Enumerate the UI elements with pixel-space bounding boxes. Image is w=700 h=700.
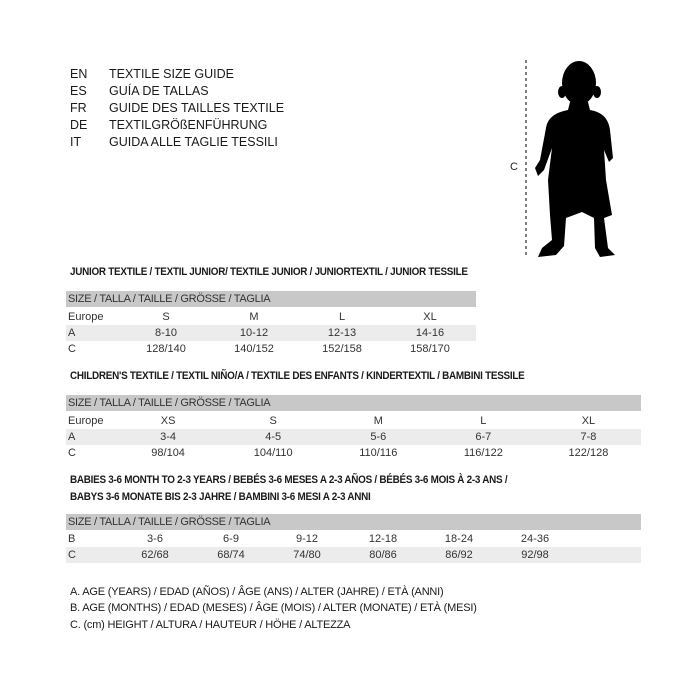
table-row: Europe XS S M L XL bbox=[66, 413, 641, 429]
lang-code: FR bbox=[70, 101, 87, 115]
babies-title-line1: BABIES 3-6 MONTH TO 2-3 YEARS / BEBÉS 3-… bbox=[70, 474, 508, 486]
table-cell: 7-8 bbox=[580, 431, 597, 443]
table-cell: XL bbox=[581, 415, 596, 427]
child-figure: C bbox=[500, 50, 620, 265]
children-title: CHILDREN'S TEXTILE / TEXTIL NIÑO/A / TEX… bbox=[70, 370, 525, 382]
table-cell: 116/122 bbox=[463, 447, 503, 459]
row-label: A bbox=[68, 327, 76, 339]
lang-row-it: IT GUIDA ALLE TAGLIE TESSILI bbox=[70, 135, 278, 149]
lang-text: TEXTILGRÖßENFÜHRUNG bbox=[109, 118, 268, 132]
table-cell: 3-6 bbox=[147, 533, 163, 545]
table-cell: 104/110 bbox=[253, 447, 293, 459]
table-cell: 12-13 bbox=[327, 327, 357, 339]
table-cell: 5-6 bbox=[370, 431, 387, 443]
table-cell: 3-4 bbox=[160, 431, 177, 443]
table-cell: 6-9 bbox=[223, 533, 239, 545]
row-label: C bbox=[68, 549, 76, 561]
row-label: C bbox=[68, 343, 76, 355]
legend-b: B. AGE (MONTHS) / EDAD (MESES) / ÂGE (MO… bbox=[70, 602, 477, 614]
lang-code: DE bbox=[70, 118, 88, 132]
lang-row-de: DE TEXTILGRÖßENFÜHRUNG bbox=[70, 118, 267, 132]
table-cell: 10-12 bbox=[239, 327, 269, 339]
lang-row-en: EN TEXTILE SIZE GUIDE bbox=[70, 67, 234, 81]
row-label: Europe bbox=[68, 415, 104, 427]
table-cell: XL bbox=[423, 311, 437, 323]
lang-text: GUIDE DES TAILLES TEXTILE bbox=[109, 101, 285, 115]
table-cell: 80/86 bbox=[369, 549, 397, 561]
table-header: SIZE / TALLA / TAILLE / GRÖSSE / TAGLIA bbox=[66, 395, 641, 411]
table-cell: 110/116 bbox=[359, 447, 398, 459]
table-cell: 62/68 bbox=[141, 549, 169, 561]
table-cell: XS bbox=[160, 415, 176, 427]
legend-a: A. AGE (YEARS) / EDAD (AÑOS) / ÂGE (ANS)… bbox=[70, 586, 444, 598]
lang-text: TEXTILE SIZE GUIDE bbox=[109, 67, 235, 81]
table-cell: 68/74 bbox=[217, 549, 245, 561]
table-row: C 98/104 104/110 110/116 116/122 122/128 bbox=[66, 445, 641, 461]
table-cell: 4-5 bbox=[265, 431, 282, 443]
table-row: C 62/68 68/74 74/80 80/86 86/92 92/98 bbox=[66, 547, 641, 563]
table-cell: S bbox=[269, 415, 277, 427]
table-row: C 128/140 140/152 152/158 158/170 bbox=[66, 341, 476, 357]
height-label: C bbox=[510, 161, 518, 173]
legend-c: C. (cm) HEIGHT / ALTURA / HAUTEUR / HÖHE… bbox=[70, 619, 351, 631]
row-label: C bbox=[68, 447, 76, 459]
table-cell: 86/92 bbox=[445, 549, 473, 561]
table-cell: M bbox=[249, 311, 259, 323]
row-label: A bbox=[68, 431, 76, 443]
babies-title-line2: BABYS 3-6 MONATE BIS 2-3 JAHRE / BAMBINI… bbox=[70, 491, 371, 503]
table-row: Europe S M L XL bbox=[66, 309, 476, 325]
table-cell: 24-36 bbox=[520, 533, 550, 545]
table-cell: 8-10 bbox=[154, 327, 178, 339]
junior-table: SIZE / TALLA / TAILLE / GRÖSSE / TAGLIA … bbox=[66, 291, 476, 357]
table-cell: 14-16 bbox=[415, 327, 445, 339]
table-cell: 158/170 bbox=[410, 343, 450, 355]
table-row: B 3-6 6-9 9-12 12-18 18-24 24-36 bbox=[66, 531, 641, 547]
table-header: SIZE / TALLA / TAILLE / GRÖSSE / TAGLIA bbox=[66, 514, 641, 530]
lang-row-fr: FR GUIDE DES TAILLES TEXTILE bbox=[70, 101, 284, 115]
table-cell: L bbox=[480, 415, 487, 427]
table-cell: 9-12 bbox=[295, 533, 319, 545]
child-silhouette-icon bbox=[535, 61, 615, 257]
table-cell: 92/98 bbox=[521, 549, 549, 561]
row-label: B bbox=[68, 533, 76, 545]
lang-code: EN bbox=[70, 67, 88, 81]
lang-code: IT bbox=[70, 135, 82, 149]
table-cell: L bbox=[338, 311, 346, 323]
table-cell: 74/80 bbox=[293, 549, 321, 561]
table-cell: S bbox=[162, 311, 170, 323]
table-cell: 98/104 bbox=[151, 447, 185, 459]
lang-code: ES bbox=[70, 84, 87, 98]
children-table: SIZE / TALLA / TAILLE / GRÖSSE / TAGLIA … bbox=[66, 395, 641, 461]
row-label: Europe bbox=[68, 311, 104, 323]
table-cell: 152/158 bbox=[322, 343, 362, 355]
lang-row-es: ES GUÍA DE TALLAS bbox=[70, 84, 209, 98]
table-row: A 8-10 10-12 12-13 14-16 bbox=[66, 325, 476, 341]
lang-text: GUIDA ALLE TAGLIE TESSILI bbox=[109, 135, 278, 149]
table-cell: 18-24 bbox=[444, 533, 474, 545]
table-cell: 12-18 bbox=[368, 533, 398, 545]
lang-text: GUÍA DE TALLAS bbox=[109, 84, 209, 98]
table-cell: 140/152 bbox=[234, 343, 274, 355]
table-header: SIZE / TALLA / TAILLE / GRÖSSE / TAGLIA bbox=[66, 291, 476, 307]
table-row: A 3-4 4-5 5-6 6-7 7-8 bbox=[66, 429, 641, 445]
table-cell: 128/140 bbox=[146, 343, 186, 355]
junior-title: JUNIOR TEXTILE / TEXTIL JUNIOR/ TEXTILE … bbox=[70, 266, 468, 278]
table-cell: 6-7 bbox=[475, 431, 492, 443]
table-cell: M bbox=[373, 415, 383, 427]
table-cell: 122/128 bbox=[568, 447, 609, 459]
babies-table: SIZE / TALLA / TAILLE / GRÖSSE / TAGLIA … bbox=[66, 514, 641, 563]
